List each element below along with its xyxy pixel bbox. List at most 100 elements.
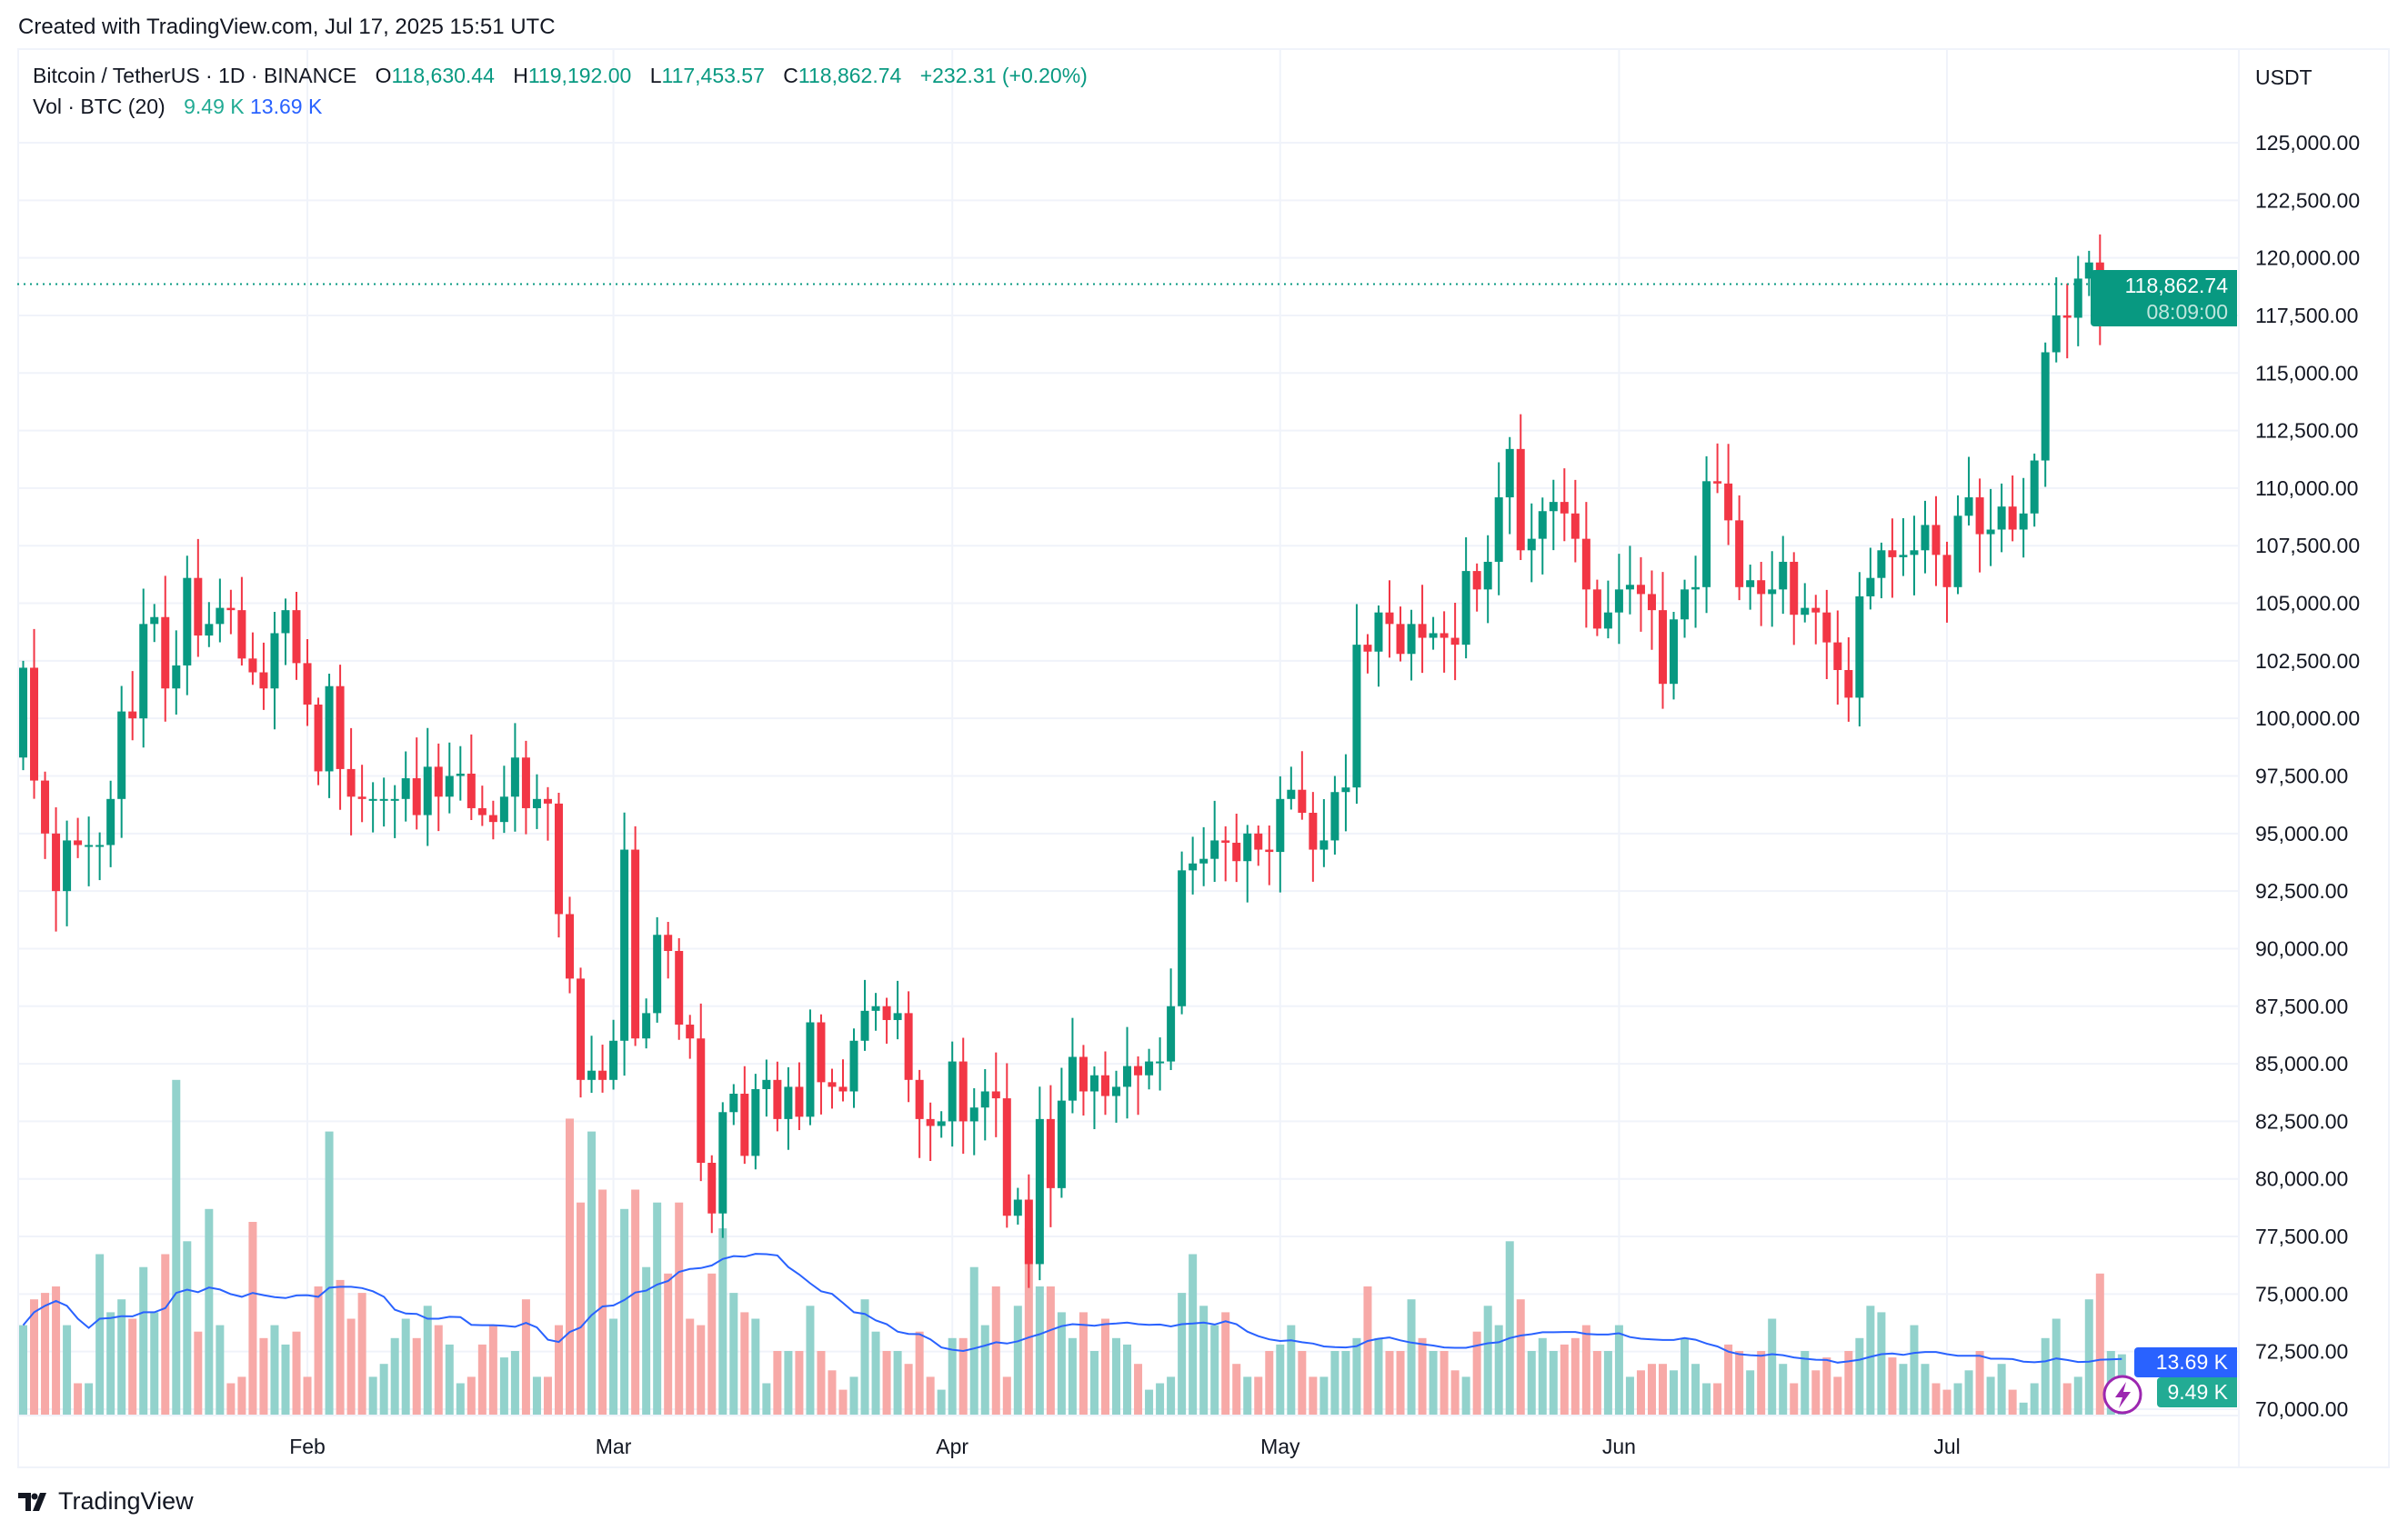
- volume-bar: [609, 1318, 618, 1416]
- volume-bar: [926, 1376, 935, 1416]
- tradingview-logo[interactable]: TradingView: [18, 1487, 194, 1516]
- candle-body: [1189, 863, 1198, 871]
- candle-body: [1790, 561, 1799, 615]
- volume-bar: [532, 1376, 541, 1416]
- volume-title[interactable]: Vol · BTC (20): [33, 95, 166, 118]
- volume-bar: [1899, 1364, 1908, 1416]
- candle-body: [1681, 589, 1690, 620]
- volume-bar: [1178, 1293, 1187, 1416]
- volume-bar: [718, 1228, 727, 1416]
- candle-body: [1167, 1006, 1176, 1062]
- volume-bar: [1549, 1351, 1558, 1416]
- candle-body: [423, 766, 432, 816]
- candle-body: [259, 672, 268, 689]
- price-tick-label: 100,000.00: [2255, 706, 2360, 730]
- candle-body: [161, 616, 170, 689]
- candle-body: [1866, 577, 1875, 596]
- volume-bar: [1450, 1370, 1460, 1416]
- volume-bar: [1746, 1370, 1755, 1416]
- volume-bar: [729, 1293, 738, 1416]
- price-tick-label: 80,000.00: [2255, 1167, 2348, 1191]
- price-tick-label: 87,500.00: [2255, 995, 2348, 1018]
- created-with-credit: Created with TradingView.com, Jul 17, 20…: [18, 15, 556, 39]
- candle-body: [510, 757, 519, 797]
- candle-body: [1002, 1098, 1011, 1216]
- candle-body: [958, 1061, 968, 1122]
- volume-bar: [205, 1208, 214, 1416]
- close-label: C: [783, 64, 798, 87]
- candle-body: [838, 1086, 848, 1092]
- volume-bar: [292, 1331, 301, 1416]
- candle-body: [577, 978, 586, 1080]
- symbol-title[interactable]: Bitcoin / TetherUS · 1D · BINANCE: [33, 64, 357, 87]
- candle-body: [456, 773, 465, 776]
- candle-body: [445, 776, 454, 797]
- volume-bar: [1156, 1383, 1165, 1416]
- candle-body: [1145, 1061, 1154, 1076]
- candle-body: [95, 845, 105, 847]
- candle-body: [860, 1010, 869, 1041]
- lightning-icon[interactable]: [2102, 1375, 2142, 1415]
- candle-body: [270, 633, 279, 689]
- volume-bar: [1822, 1357, 1831, 1416]
- volume-bar: [2019, 1402, 2028, 1416]
- volume-bar: [1844, 1351, 1853, 1416]
- price-tick-label: 72,500.00: [2255, 1340, 2348, 1364]
- volume-bar: [19, 1325, 27, 1416]
- volume-bar: [237, 1376, 246, 1416]
- candle-body: [1614, 589, 1623, 613]
- candle-body: [751, 1088, 760, 1156]
- candle-body: [390, 798, 399, 801]
- candle-body: [1779, 561, 1788, 590]
- volume-bar: [161, 1254, 170, 1416]
- volume-bar: [467, 1376, 476, 1416]
- candle-body: [686, 1025, 695, 1039]
- volume-bar: [1570, 1337, 1580, 1416]
- volume-bar: [314, 1286, 323, 1416]
- price-axis: 70,000.00 72,500.00 75,000.00 77,500.00 80,0…: [2255, 131, 2360, 1421]
- volume-bar: [1429, 1351, 1438, 1416]
- volume-bar: [401, 1318, 410, 1416]
- volume-bar: [1374, 1337, 1383, 1416]
- candle-body: [1549, 502, 1558, 512]
- candle-body: [325, 685, 334, 772]
- candle-body: [1309, 813, 1318, 850]
- candle-body: [1822, 612, 1831, 643]
- candle-body: [828, 1082, 837, 1087]
- low-label: L: [649, 64, 662, 87]
- volume-bar: [1581, 1325, 1590, 1416]
- volume-bar: [893, 1351, 902, 1416]
- volume-bar: [577, 1202, 586, 1416]
- candle-body: [1472, 571, 1481, 590]
- candle-body: [1670, 619, 1679, 685]
- candle-body: [1298, 789, 1307, 814]
- price-tick-label: 82,500.00: [2255, 1109, 2348, 1133]
- volume-bar: [1035, 1286, 1044, 1416]
- candle-body: [1921, 525, 1930, 551]
- volume-bar: [499, 1357, 508, 1416]
- volume-bar: [1079, 1312, 1088, 1416]
- price-tick-label: 77,500.00: [2255, 1225, 2348, 1248]
- volume-bar: [1855, 1337, 1864, 1416]
- volume-bar: [566, 1118, 574, 1416]
- volume-bar: [1210, 1325, 1219, 1416]
- candle-body: [1735, 520, 1744, 587]
- candle-body: [1287, 789, 1296, 799]
- candle-body: [368, 798, 377, 801]
- low-value: 117,453.57: [661, 64, 765, 87]
- volume-bar: [1724, 1344, 1733, 1416]
- candle-body: [1659, 610, 1667, 685]
- volume-bar: [2084, 1299, 2093, 1416]
- candle-body: [532, 798, 541, 808]
- candle-body: [1592, 589, 1601, 629]
- volume-bar: [1953, 1383, 1962, 1416]
- candle-body: [1254, 833, 1263, 850]
- candle-body: [926, 1118, 935, 1126]
- price-tick-label: 90,000.00: [2255, 936, 2348, 960]
- currency-label[interactable]: USDT: [2255, 65, 2313, 89]
- volume-bar: [41, 1293, 50, 1416]
- volume-bars: [19, 1079, 2126, 1416]
- candle-body: [1975, 497, 1984, 535]
- volume-bar: [1461, 1376, 1470, 1416]
